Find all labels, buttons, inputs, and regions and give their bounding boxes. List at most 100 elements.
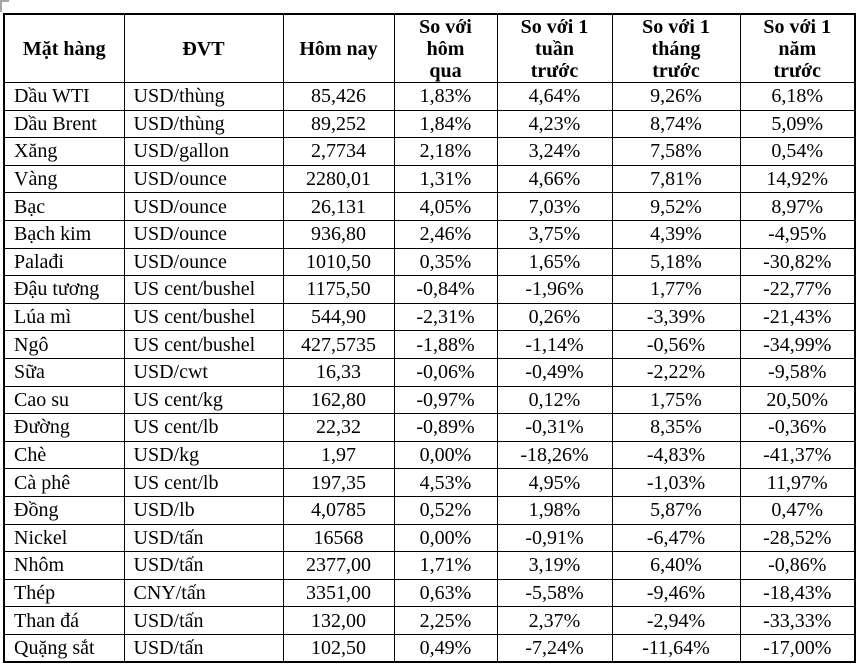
cell-vs-month: -1,03% [611,468,741,497]
header-line: Mặt hàng [22,37,106,60]
cell-item: Vàng [3,164,125,194]
header-line: So với 1 [642,15,710,38]
cell-vs-yesterday: -2,31% [393,302,498,332]
cell-today: 1,97 [282,440,395,470]
cell-vs-yesterday: 0,00% [393,440,498,470]
cell-vs-year: -18,43% [739,578,856,608]
table-row: Thép CNY/tấn 3351,00 0,63% -5,58% -9,46%… [3,578,856,608]
cell-vs-month: 1,77% [611,275,741,304]
cell-today: 427,5735 [282,330,395,359]
cell-today: 26,131 [282,192,395,221]
cell-vs-week: -0,91% [496,523,613,553]
cell-vs-month: -0,56% [611,330,741,359]
cell-unit: US cent/kg [123,385,284,415]
cell-item: Quặng sắt [3,633,125,663]
cell-vs-month: -3,39% [611,302,741,332]
cell-vs-year: 0,54% [739,137,856,166]
cell-vs-week: 3,75% [496,219,613,249]
cell-vs-month: 8,74% [611,109,741,139]
cell-unit: US cent/bushel [123,330,284,359]
table-row: Than đá USD/tấn 132,00 2,25% 2,37% -2,94… [3,606,856,635]
table-row: Chè USD/kg 1,97 0,00% -18,26% -4,83% -41… [3,440,856,470]
cell-vs-yesterday: -0,06% [393,357,498,387]
cell-vs-month: 9,52% [611,192,741,221]
cell-vs-week: -5,58% [496,578,613,608]
cell-item: Đồng [3,495,125,525]
cell-item: Than đá [3,606,125,635]
cell-vs-yesterday: 0,35% [393,247,498,277]
cell-vs-week: -0,49% [496,357,613,387]
cell-vs-week: -7,24% [496,633,613,663]
cell-today: 544,90 [282,302,395,332]
cell-unit: CNY/tấn [123,578,284,608]
table-row: Sữa USD/cwt 16,33 -0,06% -0,49% -2,22% -… [3,357,856,387]
cell-vs-year: 14,92% [739,164,856,194]
cell-vs-yesterday: 0,49% [393,633,498,663]
cell-vs-yesterday: 1,84% [393,109,498,139]
cell-vs-week: 4,23% [496,109,613,139]
table-row: Dầu WTI USD/thùng 85,426 1,83% 4,64% 9,2… [3,82,856,111]
cell-vs-yesterday: 1,31% [393,164,498,194]
cell-today: 2,7734 [282,137,395,166]
cell-today: 102,50 [282,633,395,663]
table-row: Cao su US cent/kg 162,80 -0,97% 0,12% 1,… [3,385,856,415]
cell-vs-year: 5,09% [739,109,856,139]
cell-vs-month: -11,64% [611,633,741,663]
table-row: Nhôm USD/tấn 2377,00 1,71% 3,19% 6,40% -… [3,551,856,580]
table-row: Đồng USD/lb 4,0785 0,52% 1,98% 5,87% 0,4… [3,495,856,525]
cell-item: Đường [3,413,125,442]
cell-unit: US cent/lb [123,468,284,497]
cell-unit: US cent/lb [123,413,284,442]
cell-vs-week: 4,64% [496,82,613,111]
header-line: trước [652,59,700,82]
cell-vs-month: 5,18% [611,247,741,277]
cell-unit: USD/ounce [123,164,284,194]
cell-today: 197,35 [282,468,395,497]
cell-vs-month: -9,46% [611,578,741,608]
cell-vs-week: 2,37% [496,606,613,635]
cell-vs-month: 9,26% [611,82,741,111]
cell-vs-year: -0,36% [739,413,856,442]
cell-item: Ngô [3,330,125,359]
cell-vs-year: -22,77% [739,275,856,304]
cell-vs-week: 1,98% [496,495,613,525]
cell-item: Đậu tương [3,275,125,304]
cell-vs-month: -2,22% [611,357,741,387]
cell-vs-year: -30,82% [739,247,856,277]
cell-vs-week: -0,31% [496,413,613,442]
col-header-vs-yesterday: So với hôm qua [393,13,498,83]
header-line: trước [773,59,822,82]
cell-item: Dầu Brent [3,109,125,139]
cell-today: 162,80 [282,385,395,415]
cell-today: 1010,50 [282,247,395,277]
cell-today: 22,32 [282,413,395,442]
cell-vs-year: -9,58% [739,357,856,387]
header-line: năm [778,37,817,60]
cell-vs-month: -6,47% [611,523,741,553]
table-row: Ngô US cent/bushel 427,5735 -1,88% -1,14… [3,330,856,359]
cell-vs-year: 20,50% [739,385,856,415]
header-line: tuần [535,37,574,60]
header-line: hôm [426,37,465,60]
cell-unit: USD/ounce [123,247,284,277]
cell-item: Lúa mì [3,302,125,332]
cell-unit: US cent/bushel [123,302,284,332]
cell-today: 3351,00 [282,578,395,608]
cell-item: Bạc [3,192,125,221]
cell-vs-year: 0,47% [739,495,856,525]
cell-vs-yesterday: -0,89% [393,413,498,442]
cell-vs-month: 6,40% [611,551,741,580]
cell-unit: USD/ounce [123,219,284,249]
col-header-vs-week: So với 1 tuần trước [496,13,613,83]
cell-item: Nickel [3,523,125,553]
cell-item: Sữa [3,357,125,387]
cell-vs-yesterday: 2,46% [393,219,498,249]
cell-vs-yesterday: 0,63% [393,578,498,608]
col-header-unit: ĐVT [123,13,284,83]
cell-vs-yesterday: 0,00% [393,523,498,553]
cell-vs-year: -41,37% [739,440,856,470]
cell-vs-year: 8,97% [739,192,856,221]
cell-item: Thép [3,578,125,608]
cell-today: 4,0785 [282,495,395,525]
cell-vs-yesterday: -0,84% [393,275,498,304]
